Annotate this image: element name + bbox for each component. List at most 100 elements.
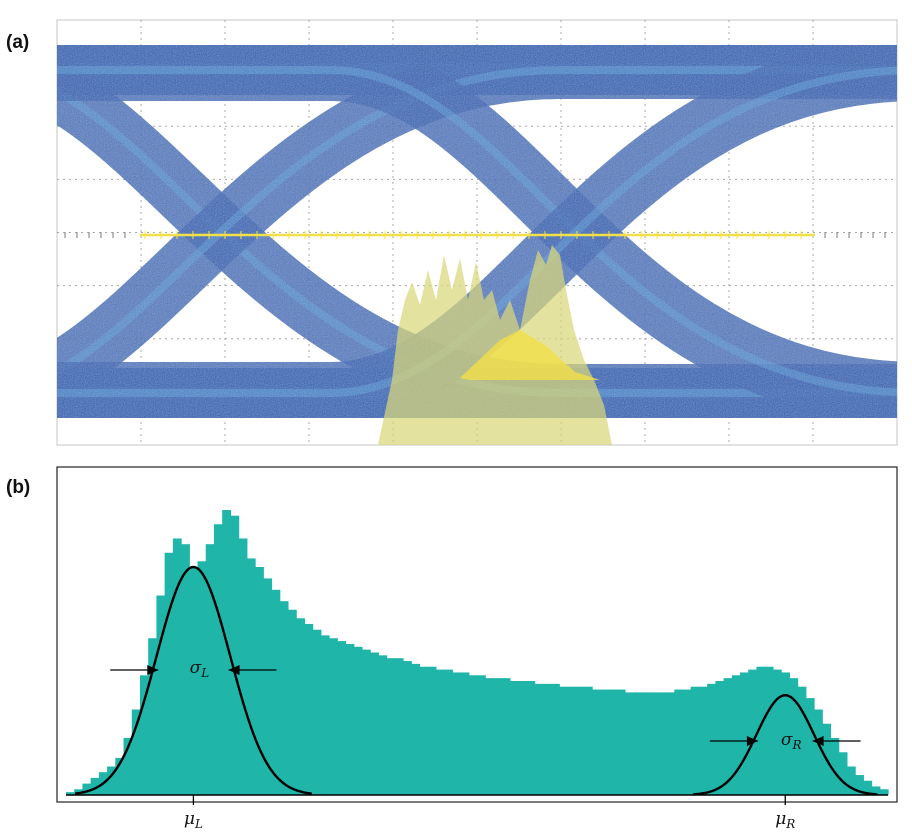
histogram-bar xyxy=(666,692,675,795)
histogram-bar xyxy=(567,686,577,795)
histogram-bar xyxy=(830,738,840,795)
histogram-bar xyxy=(871,786,881,795)
histogram-bar xyxy=(320,635,330,795)
histogram-bar xyxy=(378,655,388,795)
histogram-bar xyxy=(608,689,618,795)
panel-a-label: (a) xyxy=(6,32,29,53)
histogram-bar xyxy=(715,681,725,795)
mu-left-label: μL xyxy=(184,809,203,831)
histogram-bar xyxy=(485,678,495,795)
sigma-left-label-subscript: L xyxy=(200,666,209,680)
panel-b-label: (b) xyxy=(6,477,30,498)
histogram-bar xyxy=(583,686,593,795)
histogram-bar xyxy=(772,669,782,795)
histogram-bar xyxy=(509,681,519,795)
histogram-bar xyxy=(633,692,642,795)
sigma-left-arrow-left-arrowhead xyxy=(147,665,159,675)
histogram-bar xyxy=(148,638,158,795)
gaussian-fits xyxy=(74,565,878,796)
sigma-right-arrow-left-arrowhead xyxy=(746,736,758,746)
gaussian-fit-right-gaussian xyxy=(693,694,878,796)
histogram-bar xyxy=(838,752,848,795)
mu-left-label-symbol: μ xyxy=(184,809,195,829)
histogram-bar xyxy=(789,678,799,795)
histogram-bar xyxy=(493,678,503,795)
histogram-bar xyxy=(263,578,273,795)
histogram-bar xyxy=(222,510,231,795)
histogram-bar xyxy=(575,686,585,795)
histogram-bar xyxy=(181,544,190,795)
sigma-right-label-subscript: R xyxy=(792,738,802,752)
histogram-bar xyxy=(353,646,363,795)
histogram-bar xyxy=(518,681,527,795)
histogram-bar xyxy=(123,738,133,795)
sigma-right-arrow-right-arrowhead xyxy=(812,736,824,746)
histogram-bar xyxy=(230,515,240,795)
histogram-bars xyxy=(66,510,889,795)
histogram-bar xyxy=(403,661,412,795)
histogram-bar xyxy=(156,595,166,795)
histogram-bar xyxy=(238,538,248,795)
histogram-bar xyxy=(246,558,256,795)
histogram-bar xyxy=(740,672,749,795)
histogram-bar xyxy=(756,666,766,795)
histogram-bar xyxy=(296,618,305,795)
histogram-bar xyxy=(452,672,462,795)
histogram-bar xyxy=(82,783,92,795)
histogram-bar xyxy=(805,698,815,795)
histogram-bar xyxy=(764,666,774,795)
histogram-bar xyxy=(674,689,684,795)
histogram-bar xyxy=(329,638,338,795)
histogram-bar xyxy=(304,624,314,795)
histogram-bar xyxy=(846,766,856,795)
histogram-bar xyxy=(115,757,125,795)
histogram-bar xyxy=(723,678,733,795)
histogram-bar xyxy=(255,567,264,795)
histogram-bar xyxy=(361,649,371,795)
histogram-bar xyxy=(534,683,544,795)
histogram-bar xyxy=(592,689,601,795)
histogram-bar xyxy=(707,683,716,795)
sigma-right-label: σR xyxy=(781,730,802,752)
mu-left-label-subscript: L xyxy=(194,817,203,831)
histogram-bar xyxy=(172,538,182,795)
histogram-bar xyxy=(394,658,404,795)
mu-right-label: μR xyxy=(775,809,795,831)
histogram-bar xyxy=(501,678,511,795)
histogram-bar xyxy=(690,686,700,795)
histogram-bar xyxy=(164,552,174,795)
histogram-bar xyxy=(419,666,429,795)
histogram-bar xyxy=(411,663,421,795)
histogram-bar xyxy=(189,567,199,795)
histogram-bar xyxy=(460,672,470,795)
histogram-bar xyxy=(271,589,281,795)
sigma-left-label: σL xyxy=(190,658,210,680)
eye-diagram-panel xyxy=(56,19,898,446)
mu-right-label-subscript: R xyxy=(785,817,795,831)
histogram-bar xyxy=(279,601,289,795)
histogram-bar xyxy=(107,766,116,795)
histogram-bar xyxy=(682,689,692,795)
gaussian-fit-left-gaussian xyxy=(74,565,312,795)
histogram-bar xyxy=(698,686,708,795)
histogram-bar xyxy=(624,692,634,795)
histogram-bar xyxy=(337,641,347,795)
histogram-bar xyxy=(312,629,322,795)
eye-overlays xyxy=(64,231,886,445)
histogram-bar xyxy=(559,686,569,795)
sigma-right-label-symbol: σ xyxy=(781,730,793,750)
histogram-bar xyxy=(526,681,536,795)
histogram-bar xyxy=(550,683,560,795)
histogram-bar xyxy=(90,777,100,795)
histogram-bar xyxy=(66,792,75,795)
histogram-bar xyxy=(287,609,297,795)
histogram-bar xyxy=(139,675,149,795)
histogram-bar xyxy=(657,692,667,795)
histogram-bar xyxy=(649,692,659,795)
histogram-bar xyxy=(427,666,437,795)
mu-right-label-symbol: μ xyxy=(775,809,786,829)
histogram-bar xyxy=(748,669,758,795)
